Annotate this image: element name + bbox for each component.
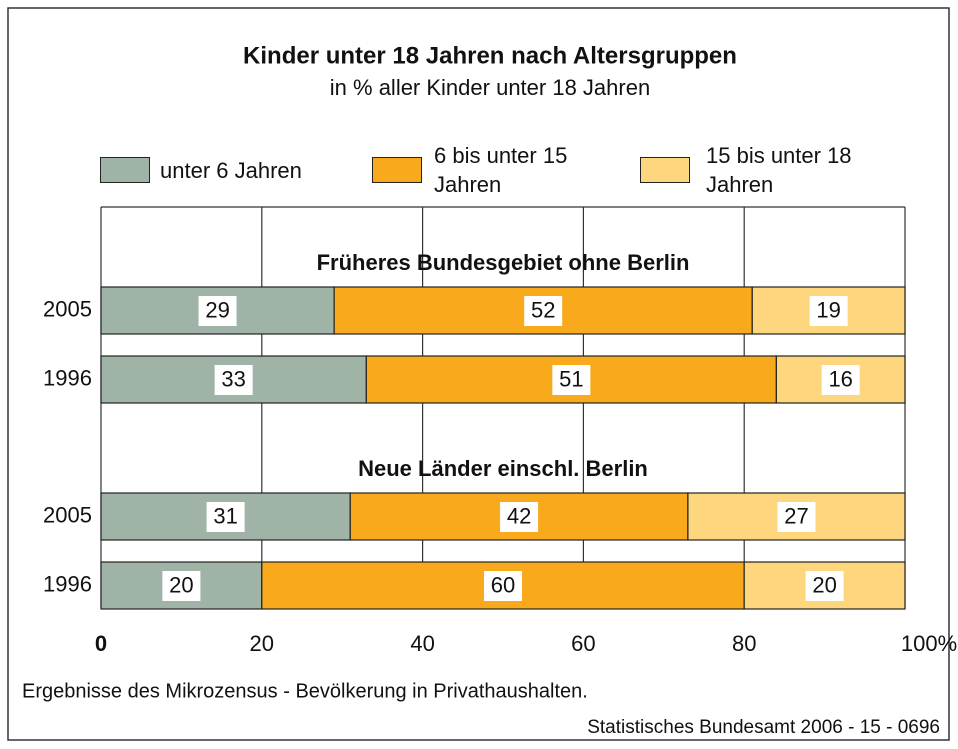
value-label-bg (552, 365, 591, 395)
y-tick-label: 2005 (43, 502, 92, 527)
value-label-bg (162, 571, 201, 601)
value-label: 31 (213, 503, 237, 528)
value-label-bg (484, 571, 522, 601)
value-label-bg (198, 296, 237, 326)
source: Statistisches Bundesamt 2006 - 15 - 0696 (587, 717, 940, 738)
value-label: 16 (828, 366, 852, 391)
bars (100, 286, 906, 610)
value-label: 20 (169, 572, 193, 597)
value-label-bg (777, 502, 816, 532)
value-label-bg (214, 365, 253, 395)
value-label-bg (206, 502, 245, 532)
footnote: Ergebnisse des Mikrozensus - Bevölkerung… (22, 680, 588, 702)
group-label: Neue Länder einschl. Berlin (358, 456, 648, 481)
group-label: Früheres Bundesgebiet ohne Berlin (317, 250, 690, 275)
chart-title: Kinder unter 18 Jahren nach Altersgruppe… (243, 42, 737, 69)
x-tick-label: 100% (901, 631, 957, 656)
legend-swatch (100, 157, 150, 183)
legend-label: unter 6 Jahren (160, 157, 302, 183)
y-tick-label: 2005 (43, 296, 92, 321)
value-label-bg (805, 571, 844, 601)
value-label: 33 (221, 366, 245, 391)
labels: Früheres Bundesgebiet ohne Berlin Neue Lä… (43, 250, 860, 601)
value-label: 29 (205, 297, 229, 322)
legend-swatch (372, 157, 422, 183)
grid (100, 206, 906, 608)
value-label-bg (524, 296, 563, 326)
value-label: 60 (491, 572, 515, 597)
x-tick-label: 20 (250, 631, 274, 656)
value-label: 52 (531, 297, 555, 322)
value-label: 51 (559, 366, 583, 391)
value-label-bg (500, 502, 539, 532)
x-tick-label: 40 (410, 631, 434, 656)
x-tick-label: 80 (732, 631, 756, 656)
value-label: 27 (784, 503, 808, 528)
value-label: 19 (816, 297, 840, 322)
x-tick-label: 0 (95, 631, 107, 656)
value-label: 42 (507, 503, 531, 528)
value-label-bg (821, 365, 860, 395)
chart-subtitle: in % aller Kinder unter 18 Jahren (330, 75, 650, 100)
legend-label: 6 bis unter 15 Jahren (434, 143, 568, 197)
value-label-bg (809, 296, 848, 326)
bar-segment (100, 561, 263, 610)
legend-label: 15 bis unter 18 Jahren (706, 143, 852, 197)
frame (7, 7, 950, 741)
y-tick-label: 1996 (43, 365, 92, 390)
x-tick-label: 60 (571, 631, 595, 656)
y-tick-label: 1996 (43, 571, 92, 596)
legend-swatch (640, 157, 690, 183)
value-label: 20 (812, 572, 836, 597)
